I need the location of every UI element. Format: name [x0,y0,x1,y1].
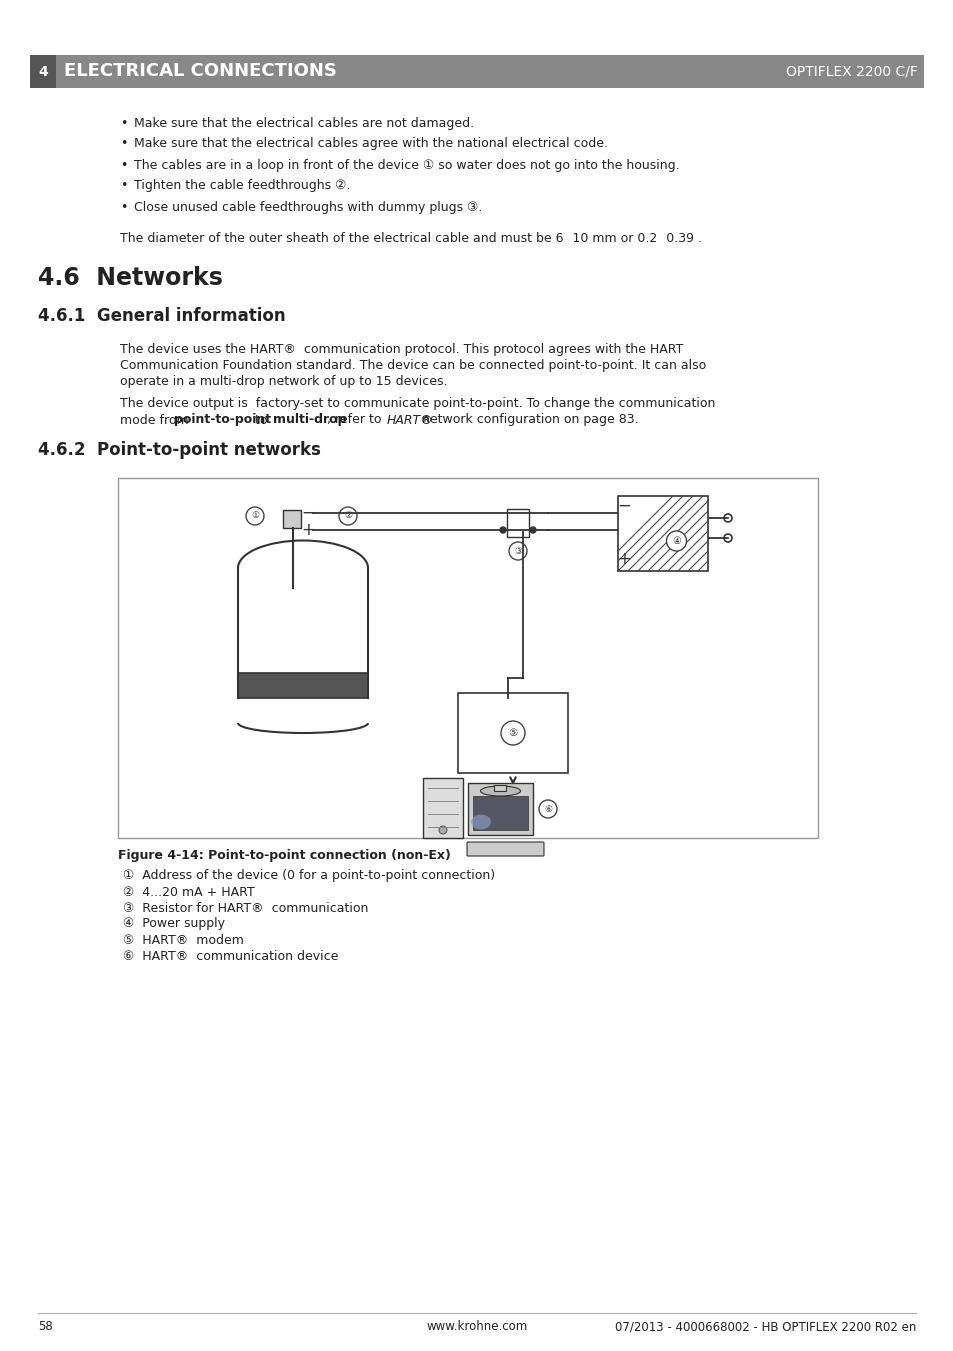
Text: The device output is  factory-set to communicate point-to-point. To change the c: The device output is factory-set to comm… [120,397,715,411]
Text: ⑥  HART®  communication device: ⑥ HART® communication device [123,950,338,962]
Text: 4.6  Networks: 4.6 Networks [38,266,223,290]
Text: 58: 58 [38,1320,52,1333]
Bar [30,55,923,88]
Circle shape [723,534,731,542]
Circle shape [666,531,686,551]
Text: ELECTRICAL CONNECTIONS: ELECTRICAL CONNECTIONS [64,62,336,81]
Text: 4.6.2  Point-to-point networks: 4.6.2 Point-to-point networks [38,440,320,459]
Bar [283,509,301,528]
Text: ①  Address of the device (0 for a point-to-point connection): ① Address of the device (0 for a point-t… [123,870,495,882]
Text: •: • [120,138,128,150]
Circle shape [500,721,524,744]
Text: +: + [301,521,314,539]
Text: Tighten the cable feedthroughs ②.: Tighten the cable feedthroughs ②. [133,180,350,192]
Bar [468,784,533,835]
Text: +: + [617,550,630,567]
Text: 4.6.1  General information: 4.6.1 General information [38,307,285,326]
Text: −: − [617,497,630,515]
Text: •: • [120,180,128,192]
Text: •: • [120,200,128,213]
Circle shape [499,527,505,534]
Text: OPTIFLEX 2200 C/F: OPTIFLEX 2200 C/F [785,65,917,78]
Circle shape [438,825,447,834]
Bar [618,496,707,571]
Text: , refer to: , refer to [327,413,385,427]
Text: to: to [251,413,271,427]
Text: ②  4...20 mA + HART: ② 4...20 mA + HART [123,885,254,898]
Text: The device uses the HART®  communication protocol. This protocol agrees with the: The device uses the HART® communication … [120,343,682,357]
Text: −: − [301,504,314,521]
Circle shape [723,513,731,521]
Text: ⑤: ⑤ [508,728,517,738]
Bar [494,785,506,790]
Text: www.krohne.com: www.krohne.com [426,1320,527,1333]
Bar [237,673,368,698]
Text: Make sure that the electrical cables are not damaged.: Make sure that the electrical cables are… [133,116,474,130]
Text: The cables are in a loop in front of the device ① so water does not go into the : The cables are in a loop in front of the… [133,158,679,172]
Text: 07/2013 - 4000668002 - HB OPTIFLEX 2200 R02 en: 07/2013 - 4000668002 - HB OPTIFLEX 2200 … [614,1320,915,1333]
Text: multi-drop: multi-drop [273,413,346,427]
FancyBboxPatch shape [467,842,543,857]
Text: Make sure that the electrical cables agree with the national electrical code.: Make sure that the electrical cables agr… [133,138,607,150]
Text: ①: ① [251,512,259,520]
Text: point-to-point: point-to-point [174,413,272,427]
Circle shape [538,800,557,817]
Text: ③: ③ [514,547,521,555]
Bar [457,693,567,773]
Text: ③  Resistor for HART®  communication: ③ Resistor for HART® communication [123,901,368,915]
Text: ④  Power supply: ④ Power supply [123,917,225,931]
Text: mode from: mode from [120,413,193,427]
Text: ④: ④ [672,536,680,546]
Bar [118,478,817,838]
Text: Figure 4-14: Point-to-point connection (non-Ex): Figure 4-14: Point-to-point connection (… [118,850,451,862]
Circle shape [530,527,536,534]
Circle shape [246,507,264,526]
Bar [618,496,707,571]
Ellipse shape [471,815,491,830]
Bar [422,778,462,838]
Text: The diameter of the outer sheath of the electrical cable and must be 6   10 mm o: The diameter of the outer sheath of the … [120,231,701,245]
Text: HART®: HART® [387,413,434,427]
Bar [30,55,56,88]
Text: network configuration on page 83.: network configuration on page 83. [414,413,639,427]
Text: ⑥: ⑥ [543,804,552,813]
Circle shape [509,542,526,561]
Text: ⑤  HART®  modem: ⑤ HART® modem [123,934,244,947]
Text: 4: 4 [38,65,48,78]
Text: operate in a multi-drop network of up to 15 devices.: operate in a multi-drop network of up to… [120,376,447,389]
Text: ②: ② [344,512,352,520]
Bar [506,509,529,536]
Ellipse shape [480,786,520,796]
Text: Communication Foundation standard. The device can be connected point-to-point. I: Communication Foundation standard. The d… [120,359,705,373]
Text: •: • [120,158,128,172]
Bar [473,796,527,830]
Text: •: • [120,116,128,130]
Circle shape [338,507,356,526]
Text: Close unused cable feedthroughs with dummy plugs ③.: Close unused cable feedthroughs with dum… [133,200,482,213]
